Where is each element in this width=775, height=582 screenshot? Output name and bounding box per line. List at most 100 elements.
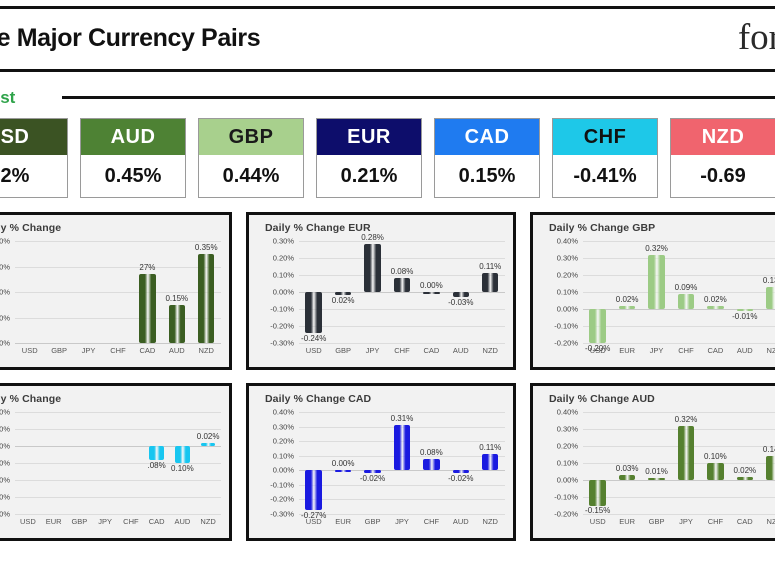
y-axis: 0.40% 0.30% 0.20% 0.10% 0.00% -0.10% -0.20% -0.… — [255, 408, 297, 519]
bar-item[interactable]: -0.27% — [299, 412, 328, 520]
x-axis-tick: CAD — [707, 346, 724, 355]
gridline — [15, 266, 221, 268]
bar-item[interactable]: 0.28% — [358, 233, 387, 343]
currency-badge-chf[interactable]: CHF -0.41% — [552, 118, 658, 198]
bar-item[interactable]: 0.00% — [328, 412, 357, 514]
bar-item[interactable]: 0.01% — [642, 412, 671, 514]
zero-line — [299, 292, 505, 293]
bar-item[interactable]: 0.14% — [760, 412, 775, 514]
gridline — [583, 497, 775, 498]
chart-panel-gbp[interactable]: Daily % Change GBP 0.40% 0.30% 0.20% 0.10% 0.… — [530, 212, 775, 370]
bar-item[interactable] — [41, 412, 67, 514]
bar-item[interactable]: -0.01% — [730, 241, 759, 343]
bar-item[interactable]: 0.11% — [476, 412, 505, 514]
y-axis-tick: 0.20% — [272, 436, 294, 446]
chart-panel-aud[interactable]: Daily % Change AUD 0.40% 0.30% 0.20% 0.10% 0.… — [530, 383, 775, 541]
chart-panel-cad[interactable]: Daily % Change CAD 0.40% 0.30% 0.20% 0.10% 0.… — [246, 383, 516, 541]
bar-item[interactable]: -0.20% — [583, 241, 612, 353]
bar — [334, 470, 352, 473]
bar-item[interactable]: -0.02% — [358, 412, 387, 514]
x-axis: USD EUR GBP JPY CHF AUD NZD — [299, 514, 505, 534]
gridline — [299, 326, 505, 327]
bar-item[interactable] — [74, 241, 103, 343]
y-axis-tick: -0.20% — [554, 338, 578, 348]
bar-item[interactable]: -0.02% — [446, 412, 475, 514]
badge-value: 0.15% — [435, 155, 539, 197]
x-axis: USD EUR GBP JPY CHF CAD AUD NZD — [15, 514, 221, 534]
bar-item[interactable]: 0.13% — [760, 241, 775, 343]
y-axis-tick: 0.10% — [0, 313, 10, 322]
bar — [423, 458, 440, 471]
chart-panel-usd[interactable]: Daily % Change 0.40% 0.30% 0.20% 0.10% 0.00% 2… — [0, 212, 232, 370]
bar-item[interactable]: 27% — [133, 241, 162, 343]
bar — [648, 254, 665, 310]
bar-item[interactable] — [118, 412, 144, 514]
bar-item[interactable] — [44, 241, 73, 343]
bar-item[interactable] — [15, 241, 44, 343]
y-axis-tick: 0.30% — [0, 262, 10, 271]
bar-item[interactable]: 0.31% — [387, 412, 416, 514]
y-axis: 0.20% 0.10% 0.00% -0.10% -0.20% -0.30% -0.40% — [0, 408, 13, 519]
bar-value-label: 0.32% — [674, 414, 698, 424]
bar-item[interactable]: 0.35% — [192, 241, 221, 343]
x-axis-tick: AUD — [452, 346, 469, 355]
bar-item[interactable]: 0.03% — [612, 412, 641, 514]
y-axis-tick: 0.10% — [556, 287, 578, 297]
bar-item[interactable] — [92, 412, 118, 514]
bar-item[interactable]: 0.02% — [612, 241, 641, 343]
page-title: r the Major Currency Pairs — [0, 24, 261, 52]
badge-value: 0.45% — [81, 155, 185, 197]
y-axis-tick: 0.10% — [272, 270, 294, 280]
bar — [589, 308, 606, 343]
bar-item[interactable]: -0.03% — [446, 241, 475, 343]
chart-row-bottom: Daily % Change 0.20% 0.10% 0.00% -0.10% -0.20… — [0, 383, 775, 541]
badge-code: EUR — [317, 119, 421, 155]
bar-value-label: 0.11% — [479, 262, 502, 272]
bar-item[interactable]: 0.02% — [195, 412, 221, 514]
currency-badge-sd[interactable]: SD 2% — [0, 118, 68, 198]
gridline — [299, 514, 505, 515]
bar-item[interactable]: 0.02% — [701, 241, 730, 343]
gridline — [15, 514, 221, 515]
bar-item[interactable]: 0.10% — [701, 412, 730, 514]
currency-badge-cad[interactable]: CAD 0.15% — [434, 118, 540, 198]
gridline — [299, 257, 505, 259]
bar-item[interactable] — [103, 241, 132, 343]
strongest-label: ngest — [0, 88, 16, 107]
currency-badge-nzd[interactable]: NZD -0.69 — [670, 118, 775, 198]
brand-logo: for — [737, 17, 775, 58]
currency-badge-eur[interactable]: EUR 0.21% — [316, 118, 422, 198]
y-axis-tick: -0.30% — [0, 492, 10, 502]
bar-item[interactable]: 0.15% — [162, 241, 191, 343]
bar-value-label: 0.10% — [704, 452, 727, 461]
bar-item[interactable]: 0.32% — [671, 412, 700, 514]
bar-item[interactable]: 0.02% — [730, 412, 759, 514]
chart-panel-eur[interactable]: Daily % Change EUR 0.30% 0.20% 0.10% 0.00% -0… — [246, 212, 516, 370]
bar-item[interactable]: 0.00% — [417, 241, 446, 343]
y-axis: 0.30% 0.20% 0.10% 0.00% -0.10% -0.20% -0.30% — [255, 237, 297, 348]
x-axis-tick: JPY — [395, 517, 409, 526]
bar-item[interactable]: 0.08% — [417, 412, 446, 514]
bar-item[interactable] — [67, 412, 93, 514]
x-axis-tick: USD — [19, 517, 36, 526]
bar-value-label: 0.00% — [331, 459, 355, 469]
y-axis-tick: 0.00% — [272, 465, 294, 475]
bar-item[interactable]: 0.02% — [328, 241, 357, 343]
currency-badge-gbp[interactable]: GBP 0.44% — [198, 118, 304, 198]
bar-item[interactable]: -0.15% — [583, 412, 612, 515]
bar — [736, 476, 754, 481]
bar-item[interactable]: 0.11% — [476, 241, 505, 343]
x-axis-tick: USD — [305, 517, 322, 526]
y-axis-tick: 0.00% — [272, 287, 294, 297]
bar-item[interactable]: 0.09% — [671, 241, 700, 343]
bar-series: -0.20% 0.02% 0.32% 0.09% 0.02% -0.01% 0.13% — [583, 241, 775, 353]
bar-item[interactable]: .08% — [144, 412, 170, 514]
currency-badge-aud[interactable]: AUD 0.45% — [80, 118, 186, 198]
chart-panel-chf[interactable]: Daily % Change 0.20% 0.10% 0.00% -0.10% -0.20… — [0, 383, 232, 541]
bar-item[interactable]: 0.10% — [170, 412, 196, 514]
gridline — [299, 308, 505, 310]
bar-item[interactable]: 0.32% — [642, 241, 671, 343]
bar-item[interactable] — [15, 412, 41, 514]
bar-item[interactable]: 0.08% — [387, 241, 416, 343]
bar-item[interactable]: -0.24% — [299, 241, 328, 343]
